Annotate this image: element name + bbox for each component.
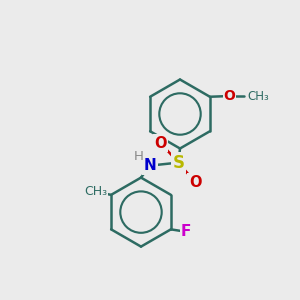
Text: F: F (181, 224, 191, 239)
Text: O: O (154, 136, 167, 151)
Text: O: O (224, 89, 235, 103)
Text: H: H (134, 150, 143, 163)
Text: O: O (189, 175, 201, 190)
Text: CH₃: CH₃ (248, 90, 269, 103)
Text: CH₃: CH₃ (85, 185, 108, 198)
Text: N: N (144, 158, 156, 173)
Text: S: S (172, 154, 184, 172)
